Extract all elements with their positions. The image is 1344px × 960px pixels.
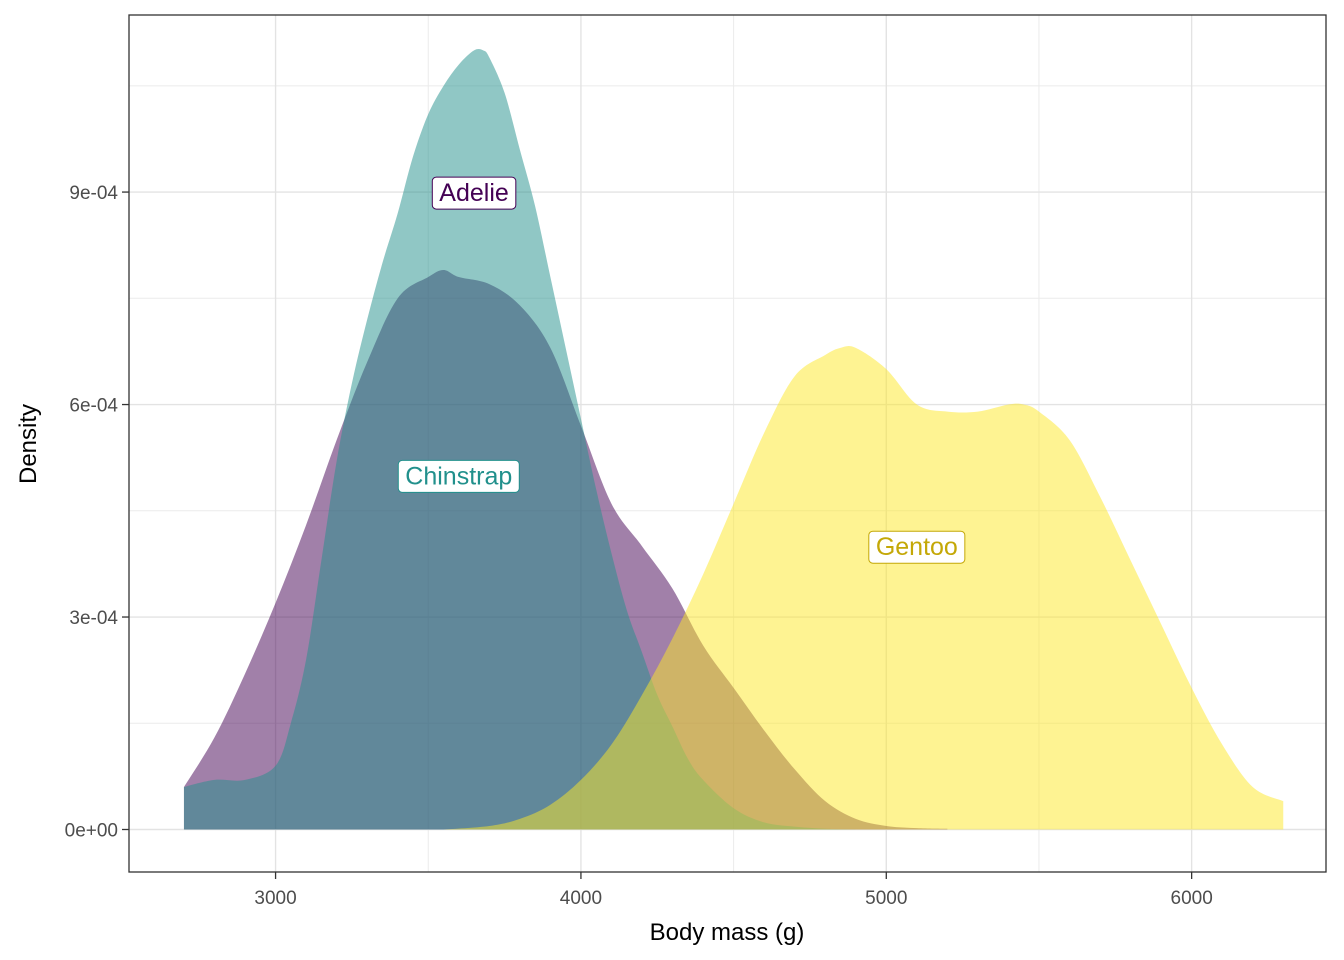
- label-chinstrap: Chinstrap: [397, 459, 520, 493]
- x-axis-title: Body mass (g): [650, 919, 805, 946]
- label-text-adelie: Adelie: [439, 179, 509, 207]
- label-adelie: Adelie: [431, 176, 517, 210]
- x-tick-label: 5000: [865, 888, 907, 909]
- plot-panel-border: [128, 14, 1327, 873]
- label-text-gentoo: Gentoo: [876, 533, 958, 561]
- x-tick-label: 3000: [254, 888, 296, 909]
- label-gentoo: Gentoo: [868, 530, 966, 564]
- label-text-chinstrap: Chinstrap: [405, 462, 512, 490]
- y-tick-label: 3e-04: [69, 608, 118, 629]
- y-tick-label: 6e-04: [69, 396, 118, 417]
- label-box-gentoo: [868, 530, 966, 564]
- density-area-chinstrap: [183, 49, 856, 830]
- y-axis: 0e+00 3e-04 6e-04 9e-04: [65, 183, 129, 842]
- x-axis: 3000 4000 5000 6000: [254, 872, 1213, 909]
- x-tick-label: 4000: [560, 888, 602, 909]
- label-box-chinstrap: [397, 459, 520, 493]
- y-axis-title: Density: [15, 404, 42, 484]
- y-tick-label: 0e+00: [65, 821, 118, 842]
- density-area-gentoo: [443, 346, 1284, 830]
- label-box-adelie: [431, 176, 517, 210]
- x-tick-label: 6000: [1171, 888, 1213, 909]
- series-labels: Adelie Chinstrap Gentoo: [397, 176, 966, 564]
- density-areas: [183, 49, 1284, 830]
- y-tick-label: 9e-04: [69, 183, 118, 204]
